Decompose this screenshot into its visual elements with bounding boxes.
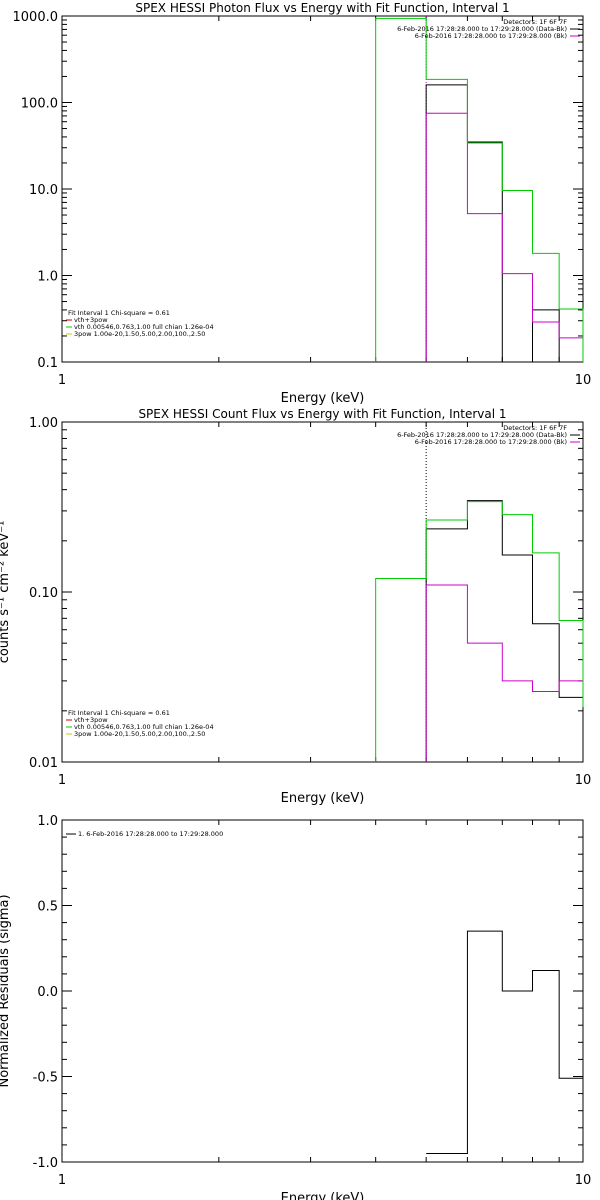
series-data-bk: [425, 500, 584, 762]
panel-1: SPEX HESSI Photon Flux vs Energy with Fi…: [13, 1, 592, 406]
y-tick-label: 100.0: [21, 97, 58, 112]
panel-2: SPEX HESSI Count Flux vs Energy with Fit…: [0, 407, 591, 806]
y-tick-label: 0.10: [29, 586, 58, 601]
legend-top-right-entry: 6-Feb-2016 17:28:28.000 to 17:29:28.000 …: [397, 431, 567, 439]
legend-bottom-left-entry: Fit Interval 1 Chi-square = 0.61: [68, 309, 170, 317]
y-tick-label: 1.0: [37, 814, 58, 829]
legend-top-right-entry: Detectors: 1F 6F 7F: [503, 424, 567, 432]
y-axis-label: counts s⁻¹ cm⁻² keV⁻¹: [0, 521, 12, 664]
x-axis-label: Energy (keV): [281, 391, 365, 406]
y-tick-label: 0.5: [37, 900, 58, 915]
legend-bottom-left-entry: 3pow 1.00e-20,1.50,5.00,2.00,100.,2.50: [74, 730, 205, 738]
legend-bottom-left-entry: 3pow 1.00e-20,1.50,5.00,2.00,100.,2.50: [74, 330, 205, 338]
y-tick-label: 1000.0: [13, 10, 59, 25]
panel-3: 1 10 Energy (keV) -1.0 -0.5 0.0 0.5 1.0 Normaliz…: [0, 814, 591, 1200]
x-tick-label: 1: [58, 773, 66, 788]
y-tick-label: 1.0: [37, 270, 58, 285]
legend-top-left-entry: 1. 6-Feb-2016 17:28:28.000 to 17:29:28.0…: [78, 830, 223, 838]
x-axis-label: Energy (keV): [281, 791, 365, 806]
y-tick-label: 1.00: [29, 416, 58, 431]
x-tick-label: 10: [575, 1173, 592, 1188]
y-tick-label: 0.0: [37, 985, 58, 1000]
series-residuals: [426, 898, 584, 1154]
x-axis-label: Energy (keV): [281, 1191, 365, 1200]
x-tick-label: 1: [58, 373, 66, 388]
series-bk: [425, 584, 584, 762]
y-tick-label: 0.01: [29, 756, 58, 771]
series-vth-3pow: [375, 17, 584, 362]
legend-bottom-left-entry: vth 0.00546,0.763,1.00 full chian 1.26e-…: [74, 323, 214, 331]
legend-bottom-left-entry: vth+3pow: [74, 716, 108, 724]
y-tick-label: 10.0: [29, 183, 58, 198]
x-tick-label: 10: [575, 373, 592, 388]
legend-top-right-entry: Detectors: 1F 6F 7F: [503, 18, 567, 26]
legend-bottom-left-entry: Fit Interval 1 Chi-square = 0.61: [68, 709, 170, 717]
legend-bottom-left-entry: vth+3pow: [74, 316, 108, 324]
y-tick-label: -0.5: [33, 1071, 58, 1086]
chart-title: SPEX HESSI Photon Flux vs Energy with Fi…: [135, 1, 509, 15]
series-bk: [425, 112, 584, 362]
x-tick-label: 10: [575, 773, 592, 788]
y-tick-label: 0.1: [37, 356, 58, 371]
y-axis-label: Normalized Residuals (sigma): [0, 894, 12, 1087]
legend-top-right-entry: 6-Feb-2016 17:28:28.000 to 17:29:28.000 …: [415, 32, 567, 40]
y-tick-label: -1.0: [33, 1156, 58, 1171]
legend-top-right-entry: 6-Feb-2016 17:28:28.000 to 17:29:28.000 …: [397, 25, 567, 33]
legend-top-right-entry: 6-Feb-2016 17:28:28.000 to 17:29:28.000 …: [415, 438, 567, 446]
series-data-bk: [425, 84, 583, 363]
legend-bottom-left-entry: vth 0.00546,0.763,1.00 full chian 1.26e-…: [74, 723, 214, 731]
series-vth-3pow: [375, 501, 584, 762]
x-tick-label: 1: [58, 1173, 66, 1188]
chart-title: SPEX HESSI Count Flux vs Energy with Fit…: [138, 407, 506, 421]
